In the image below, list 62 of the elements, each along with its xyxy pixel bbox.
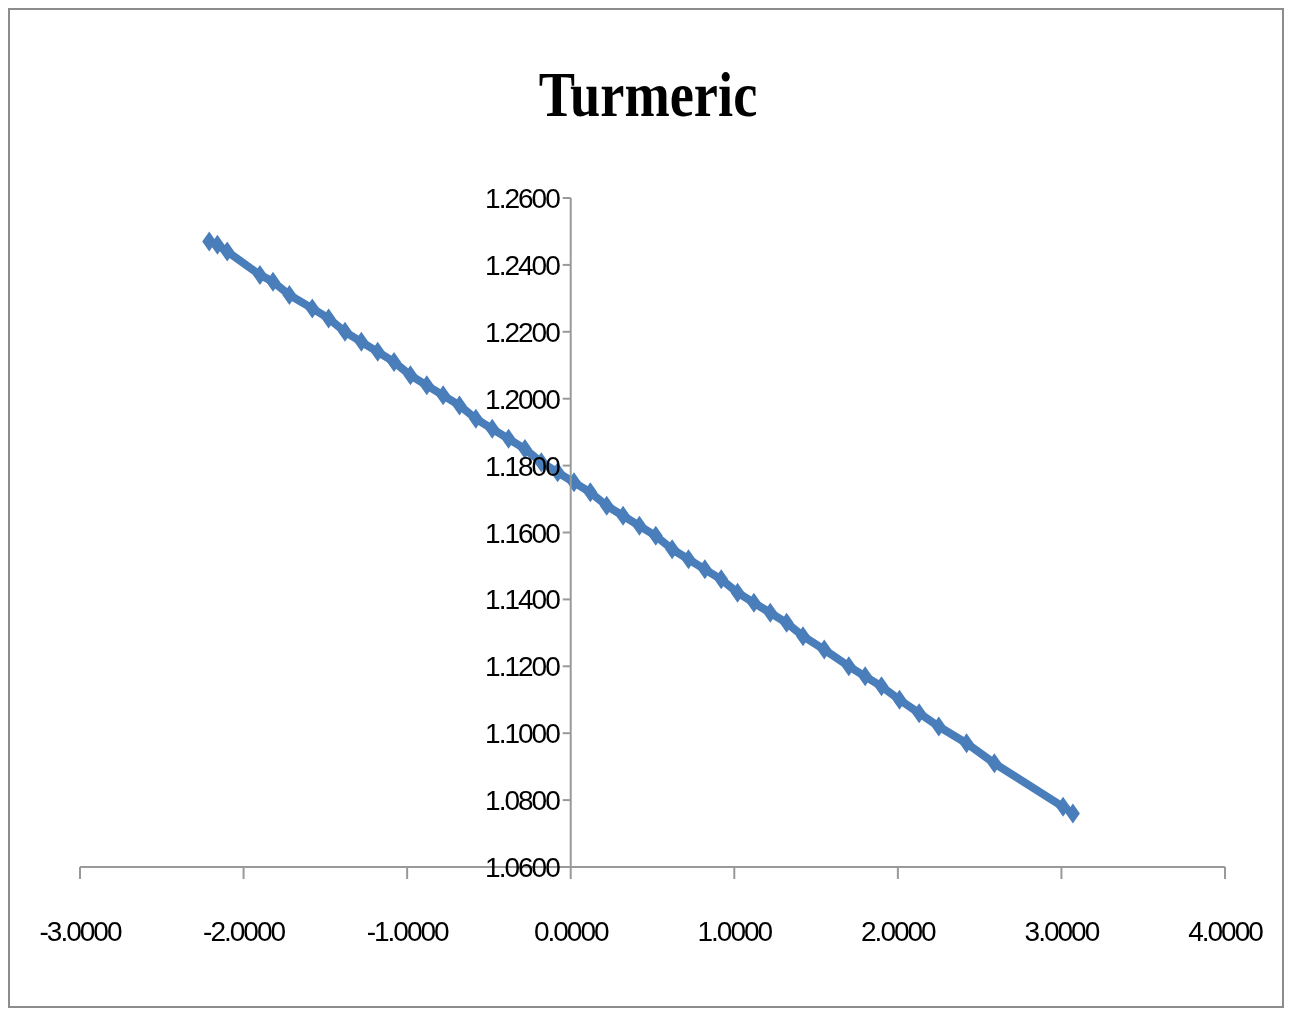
point [858,666,873,687]
y-tick-label: 1.1200 [485,651,561,683]
y-tick-label: 1.1000 [485,718,561,750]
point [648,525,663,546]
point [220,241,235,262]
y-tick-label: 1.1400 [485,584,561,616]
x-tick-label: 4.0000 [1188,915,1264,947]
point [321,308,336,329]
point [1065,803,1080,824]
chart-title: Turmeric [537,58,759,132]
point [746,592,761,613]
point [892,689,907,710]
y-tick-label: 1.2200 [485,316,561,348]
point [419,375,434,396]
point [795,626,810,647]
point [583,482,598,503]
point [354,331,369,352]
point [616,505,631,526]
point [632,515,647,536]
point [681,549,696,570]
point [665,539,680,560]
point [387,351,402,372]
x-tick-label: 2.0000 [861,915,937,947]
x-tick-label: -3.0000 [39,915,122,947]
y-tick-label: 1.0800 [485,785,561,817]
point [841,656,856,677]
point [874,676,889,697]
x-tick-label: 3.0000 [1024,915,1100,947]
point [403,365,418,386]
point [912,703,927,724]
x-tick-label: -2.0000 [203,915,286,947]
point [452,395,467,416]
point [779,612,794,633]
y-tick-label: 1.2400 [485,249,561,281]
point [1056,796,1071,817]
y-tick-label: 1.0600 [485,852,561,883]
x-tick-label: 1.0000 [697,915,773,947]
point [468,408,483,429]
point [987,753,1002,774]
point [714,569,729,590]
point [210,234,225,255]
point [266,271,281,292]
point [282,285,297,306]
point [485,418,500,439]
y-tick-label: 1.2000 [485,383,561,415]
point [436,385,451,406]
point [763,602,778,623]
point [501,428,516,449]
point [305,298,320,319]
point [370,341,385,362]
point [730,582,745,603]
point [252,264,267,285]
x-tick-label: 0.0000 [533,915,609,947]
point [599,495,614,516]
y-tick-label: 1.2600 [485,183,561,214]
point [959,733,974,754]
point [337,321,352,342]
y-tick-label: 1.1600 [485,517,561,549]
point [931,716,946,737]
x-tick-label: -1.0000 [366,915,450,947]
point [697,559,712,580]
point [817,639,832,660]
